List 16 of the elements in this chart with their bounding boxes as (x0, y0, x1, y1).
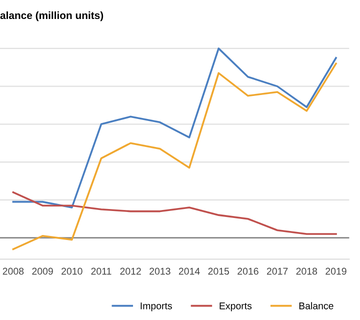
x-tick-label: 2012 (120, 268, 141, 275)
x-tick-label: 2010 (62, 268, 82, 275)
legend-label: Imports (140, 302, 172, 312)
x-tick-label: 2015 (208, 268, 230, 275)
x-tick-label: 2009 (32, 268, 53, 275)
x-tick-label: 2008 (2, 268, 24, 275)
x-tick-label: 2016 (238, 268, 258, 275)
x-tick-label: 2018 (296, 268, 318, 275)
legend-label: Exports (220, 302, 252, 312)
x-tick-label: 2014 (178, 268, 200, 275)
x-tick-label: 2013 (150, 268, 170, 275)
chart-title: alance (million units) (0, 11, 104, 22)
legend-label: Balance (299, 302, 334, 310)
x-tick-label: 2017 (266, 268, 288, 275)
x-tick-label: 2019 (326, 268, 346, 275)
x-tick-label: 2011 (91, 268, 112, 275)
